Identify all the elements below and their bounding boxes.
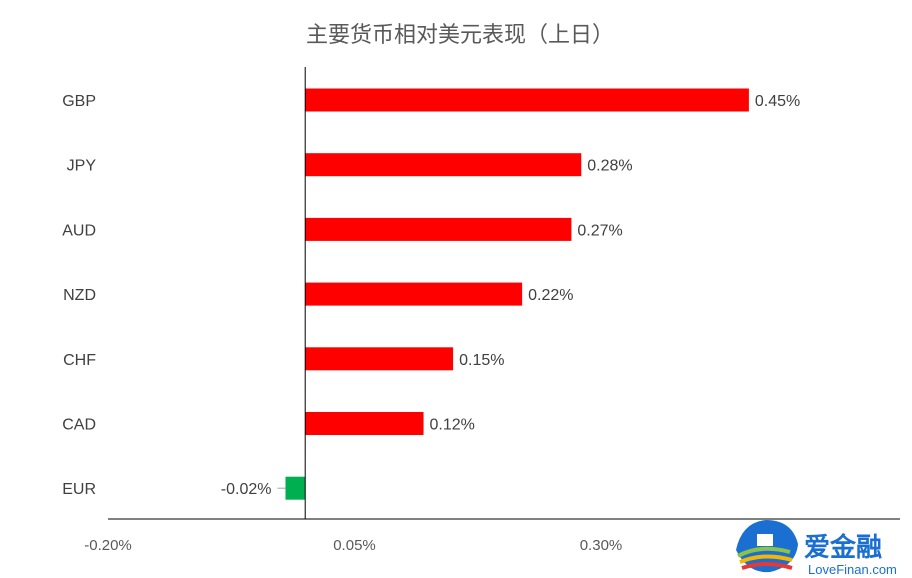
bar-cad bbox=[305, 412, 424, 435]
data-label-aud: 0.27% bbox=[577, 222, 622, 239]
bar-gbp bbox=[305, 88, 749, 112]
data-label-chf: 0.15% bbox=[459, 352, 504, 369]
category-label-jpy: JPY bbox=[67, 158, 97, 175]
x-tick-label: 0.30% bbox=[580, 537, 623, 554]
x-tick-labels: -0.20% 0.05% 0.30% bbox=[84, 537, 622, 554]
bars-group bbox=[285, 88, 749, 500]
data-label-nzd: 0.22% bbox=[528, 287, 573, 304]
brand-name-cn: 爱金融 bbox=[804, 532, 882, 563]
data-label-eur: -0.02% bbox=[221, 481, 272, 498]
data-label-jpy: 0.28% bbox=[587, 158, 632, 175]
brand-name-en: LoveFinan.com bbox=[808, 562, 897, 577]
bar-aud bbox=[305, 217, 572, 241]
category-label-nzd: NZD bbox=[63, 287, 96, 304]
category-labels: GBP JPY AUD NZD CHF CAD EUR bbox=[62, 93, 96, 498]
category-label-cad: CAD bbox=[62, 417, 96, 434]
bar-eur bbox=[285, 476, 306, 500]
category-label-aud: AUD bbox=[62, 222, 96, 239]
category-label-chf: CHF bbox=[63, 352, 96, 369]
x-tick-label: 0.05% bbox=[333, 537, 376, 554]
bar-nzd bbox=[305, 282, 523, 306]
chart-title: 主要货币相对美元表现（上日） bbox=[306, 23, 614, 48]
data-labels: 0.45% 0.28% 0.27% 0.22% 0.15% 0.12% -0.02% bbox=[221, 93, 800, 498]
category-label-eur: EUR bbox=[62, 481, 96, 498]
category-label-gbp: GBP bbox=[62, 93, 96, 110]
data-label-gbp: 0.45% bbox=[755, 93, 800, 110]
lovefinan-logo: 爱金融 LoveFinan.com bbox=[736, 520, 897, 577]
data-label-cad: 0.12% bbox=[430, 417, 475, 434]
bar-jpy bbox=[305, 153, 582, 177]
logo-icon bbox=[736, 520, 798, 573]
bar-chf bbox=[305, 347, 454, 371]
x-tick-label: -0.20% bbox=[84, 537, 132, 554]
